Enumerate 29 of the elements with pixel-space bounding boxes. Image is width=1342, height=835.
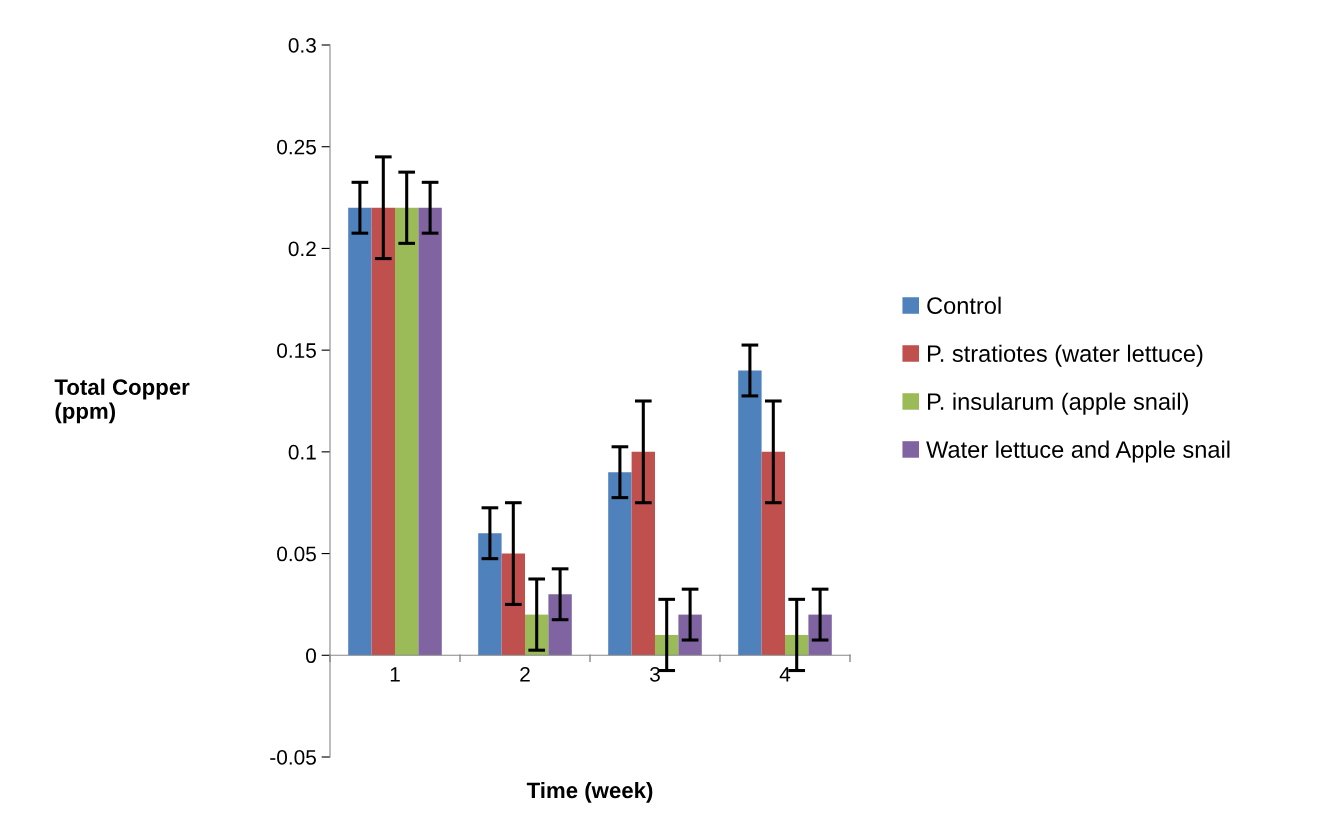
y-tick-label: 0 bbox=[306, 648, 316, 664]
x-tick-label: 1 bbox=[390, 667, 400, 682]
legend-label: P. insularum (apple snail) bbox=[928, 392, 1188, 415]
y-axis-title: Total Copper (ppm) bbox=[54, 378, 190, 424]
x-tick-label: 2 bbox=[520, 666, 530, 682]
y-tick-label: 0.05 bbox=[277, 546, 316, 562]
bar bbox=[348, 207, 372, 656]
bar bbox=[548, 594, 572, 656]
y-tick-label: 0.2 bbox=[288, 241, 316, 257]
x-axis-title: Time (week) bbox=[526, 781, 653, 803]
y-tick-label: 0.1 bbox=[288, 444, 316, 460]
legend-label: Water lettuce and Apple snail bbox=[926, 440, 1230, 463]
bar bbox=[631, 451, 655, 656]
bar bbox=[478, 533, 502, 656]
legend-label: Control bbox=[927, 296, 1001, 314]
bar bbox=[371, 207, 395, 656]
y-tick-label: -0.05 bbox=[270, 750, 316, 765]
bar bbox=[418, 207, 442, 656]
x-tick-label: 3 bbox=[650, 666, 660, 682]
bar bbox=[501, 553, 525, 656]
bar bbox=[761, 451, 785, 656]
bar bbox=[738, 370, 762, 656]
y-tick-label: 0.25 bbox=[277, 139, 316, 155]
bar bbox=[608, 472, 632, 656]
y-tick-label: 0.15 bbox=[277, 343, 316, 358]
x-tick-label: 4 bbox=[779, 667, 791, 682]
y-tick-label: 0.3 bbox=[288, 38, 316, 53]
legend-label: P. stratiotes (water lettuce) bbox=[928, 344, 1203, 367]
bar bbox=[395, 207, 419, 656]
